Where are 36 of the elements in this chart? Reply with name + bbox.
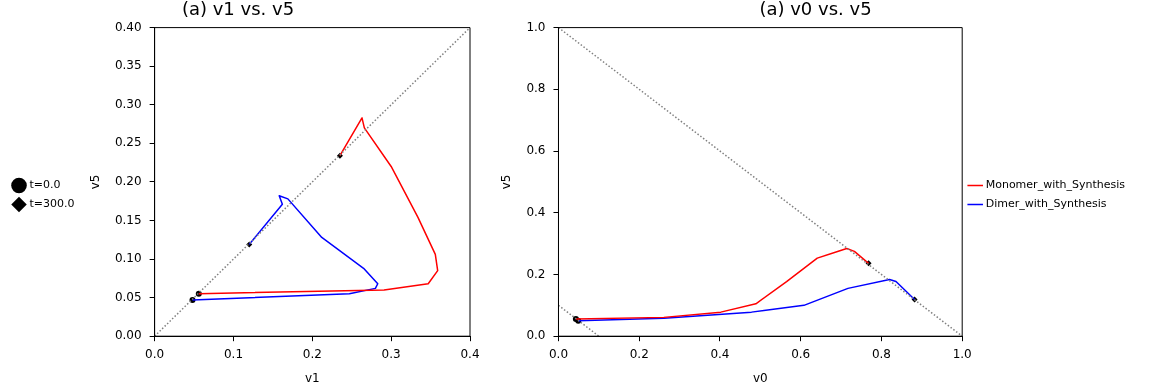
y-tick-label: 0.35: [114, 58, 142, 73]
y-tick-label: 0.8: [526, 81, 546, 96]
y-tick-label: 0.05: [114, 289, 142, 304]
x-tick-label: 0.4: [460, 346, 480, 361]
x-tick-label: 0.4: [710, 346, 730, 361]
legend-label: t=0.0: [29, 178, 61, 192]
y-tick-label: 0.0: [526, 328, 546, 343]
legend-label: Monomer_with_Synthesis: [985, 178, 1126, 192]
y-tick-label: 0.25: [114, 135, 142, 150]
x-tick-label: 1.0: [952, 346, 972, 361]
y-tick-label: 0.10: [114, 251, 142, 266]
y-axis-title: v5: [87, 174, 102, 190]
chart-title: (a) v1 vs. v5: [181, 0, 295, 20]
y-tick-label: 0.20: [114, 174, 142, 189]
chart-title: (a) v0 vs. v5: [759, 0, 872, 20]
legend-label: t=300.0: [29, 197, 75, 211]
y-tick-label: 0.4: [526, 204, 546, 219]
y-tick-label: 1.0: [526, 19, 546, 34]
legend-label: Dimer_with_Synthesis: [985, 197, 1107, 211]
x-tick-label: 0.2: [302, 346, 322, 361]
x-tick-label: 0.0: [145, 346, 165, 361]
x-tick-label: 0.3: [381, 346, 401, 361]
x-axis-title: v1: [304, 370, 320, 385]
x-tick-label: 0.8: [871, 346, 891, 361]
x-tick-label: 0.6: [791, 346, 811, 361]
y-tick-label: 0.2: [526, 266, 546, 281]
y-tick-label: 0.00: [114, 328, 142, 343]
x-tick-label: 0.0: [548, 346, 569, 361]
y-tick-label: 0.40: [114, 19, 142, 34]
y-tick-label: 0.6: [526, 143, 546, 158]
x-tick-label: 0.2: [629, 346, 649, 361]
x-axis-title: v0: [752, 370, 768, 385]
y-tick-label: 0.15: [114, 212, 142, 227]
y-tick-label: 0.30: [114, 96, 142, 111]
x-tick-label: 0.1: [223, 346, 244, 361]
y-axis-title: v5: [499, 174, 514, 190]
